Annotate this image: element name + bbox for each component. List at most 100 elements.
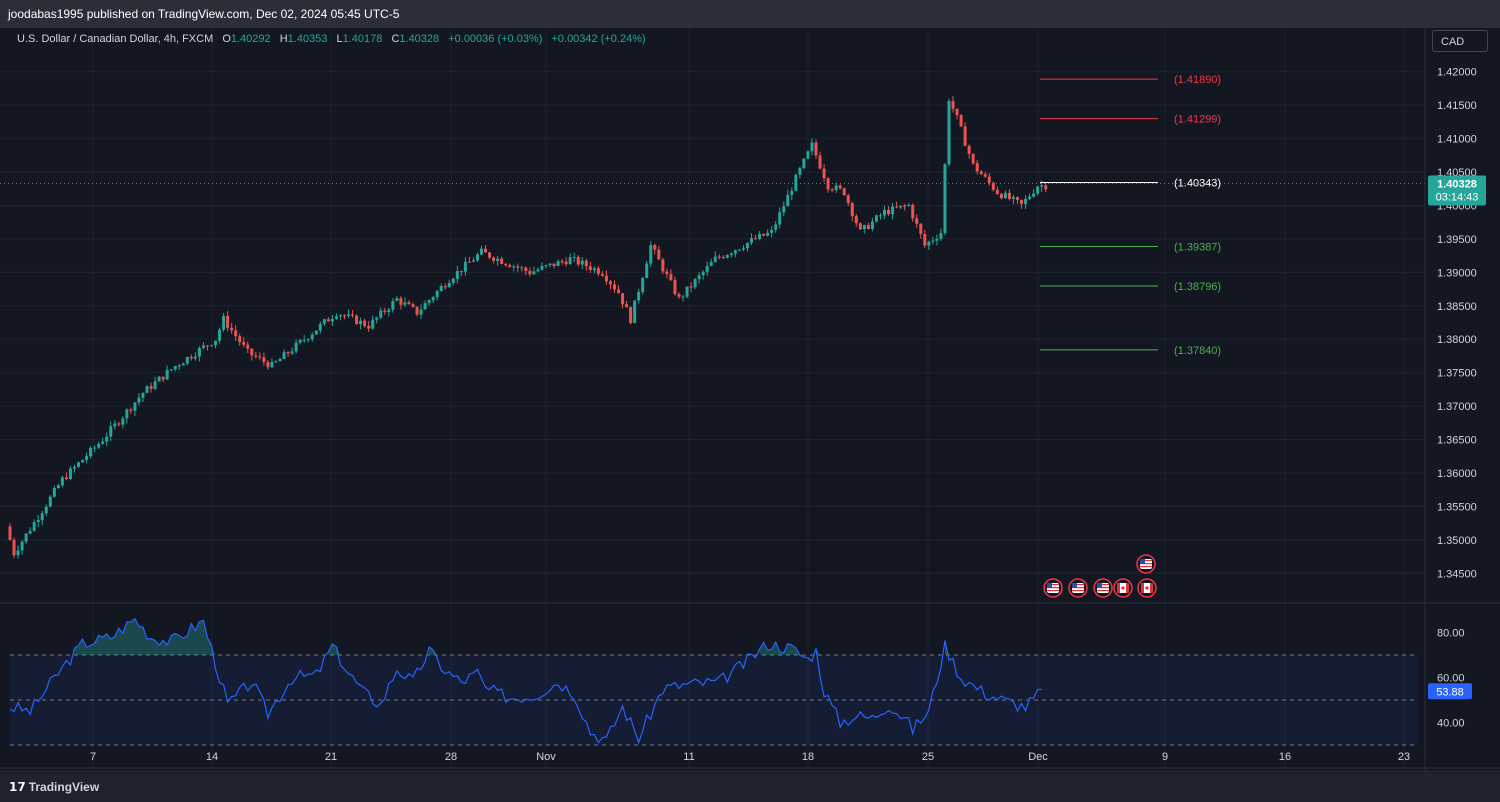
- price-tick-label: 1.37000: [1437, 401, 1477, 413]
- candle-body: [520, 267, 524, 269]
- candle-body: [210, 345, 213, 347]
- candle-body: [516, 266, 520, 268]
- price-tick-label: 1.38000: [1437, 334, 1477, 346]
- candle-body: [661, 259, 665, 272]
- date-tick-label: 11: [683, 751, 694, 763]
- candle-body: [645, 263, 649, 279]
- candle-body: [919, 223, 923, 235]
- candle-body: [572, 256, 576, 258]
- rsi-tick-label: 60.00: [1437, 673, 1465, 685]
- tradingview-logo[interactable]: 𝟭𝟳 TradingView: [9, 780, 99, 794]
- tradingview-logo-icon: 𝟭𝟳: [9, 780, 26, 794]
- candle-body: [459, 270, 463, 272]
- candle-body: [963, 126, 967, 146]
- candle-body: [161, 376, 165, 380]
- candle-body: [923, 234, 927, 246]
- candle-body: [891, 206, 895, 215]
- candle-body: [355, 315, 359, 325]
- candle-body: [185, 356, 189, 364]
- high-value: 1.40353: [287, 33, 328, 45]
- candle-body: [169, 369, 173, 371]
- publisher-text: joodabas1995 published on TradingView.co…: [8, 7, 400, 21]
- candle-body: [226, 315, 230, 328]
- candle-body: [931, 240, 935, 242]
- price-tick-label: 1.36500: [1437, 435, 1477, 447]
- symbol-legend: U.S. Dollar / Canadian Dollar, 4h, FXCM …: [17, 33, 646, 45]
- candle-body: [1003, 192, 1007, 199]
- currency-button[interactable]: CAD: [1432, 30, 1488, 52]
- candle-body: [24, 533, 28, 542]
- candle-body: [939, 232, 943, 239]
- candlestick-series: [0, 96, 1425, 559]
- candle-body: [637, 291, 641, 301]
- candle-body: [733, 250, 737, 254]
- candle-body: [125, 409, 129, 419]
- candle-body: [205, 345, 209, 347]
- ca-flag-leaf: [1121, 586, 1125, 590]
- candle-body: [145, 386, 149, 393]
- candle-body: [488, 252, 492, 258]
- candle-body: [641, 278, 645, 292]
- chart-canvas[interactable]: (1.41890) (1.41299) (1.40343) (1.39387) (1.3…: [0, 0, 1500, 770]
- candle-body: [721, 257, 725, 259]
- publisher-bar: joodabas1995 published on TradingView.co…: [0, 0, 1500, 28]
- candle-body: [395, 298, 399, 301]
- candle-body: [262, 357, 266, 362]
- date-tick-label: 28: [445, 751, 457, 763]
- candle-body: [403, 302, 407, 305]
- candle-body: [447, 283, 451, 288]
- candle-body: [16, 550, 20, 556]
- us-flag-stripe: [1072, 584, 1084, 586]
- candle-body: [947, 101, 951, 165]
- candle-body: [604, 275, 608, 282]
- candle-body: [246, 344, 250, 349]
- candle-body: [201, 345, 205, 348]
- candle-body: [971, 153, 975, 164]
- candle-body: [20, 541, 24, 551]
- candle-body: [999, 194, 1003, 199]
- candle-body: [866, 225, 870, 229]
- ca-flag-leaf: [1145, 586, 1149, 590]
- candle-body: [149, 386, 153, 389]
- price-tick-label: 1.38500: [1437, 301, 1477, 313]
- candle-body: [830, 189, 834, 191]
- candle-body: [133, 402, 137, 411]
- candle-body: [713, 256, 717, 262]
- us-flag-stripe: [1140, 566, 1152, 568]
- candle-body: [750, 238, 754, 243]
- candle-body: [600, 273, 604, 276]
- candle-body: [512, 266, 516, 268]
- date-tick-label: 21: [325, 751, 337, 763]
- candle-body: [399, 298, 403, 305]
- candle-body: [113, 423, 117, 427]
- rsi-overbought-fill: [74, 618, 949, 655]
- candle-body: [508, 265, 512, 268]
- candle-body: [608, 281, 612, 285]
- economic-events: [1043, 554, 1157, 598]
- candle-body: [689, 286, 693, 288]
- candle-body: [874, 215, 878, 222]
- candle-body: [657, 249, 661, 260]
- candle-body: [822, 168, 826, 179]
- candle-body: [673, 280, 677, 295]
- candle-body: [12, 539, 16, 556]
- candle-body: [911, 204, 915, 219]
- date-tick-label: 14: [206, 751, 218, 763]
- rsi-tick-label: 40.00: [1437, 718, 1465, 730]
- level-label: (1.41890): [1174, 74, 1221, 86]
- candle-body: [887, 210, 891, 215]
- candle-body: [1007, 192, 1011, 199]
- price-tick-label: 1.35000: [1437, 535, 1477, 547]
- candle-body: [290, 351, 294, 354]
- candle-body: [850, 202, 854, 217]
- candle-body: [387, 309, 391, 312]
- date-tick-label: 9: [1162, 751, 1168, 763]
- level-label: (1.39387): [1174, 241, 1221, 253]
- rsi-current-value: 53.88: [1436, 686, 1464, 698]
- candle-body: [794, 174, 798, 191]
- candle-body: [475, 254, 479, 261]
- candle-body: [979, 171, 983, 175]
- candle-body: [314, 330, 318, 335]
- candle-body: [1028, 196, 1032, 200]
- candle-body: [1024, 199, 1028, 205]
